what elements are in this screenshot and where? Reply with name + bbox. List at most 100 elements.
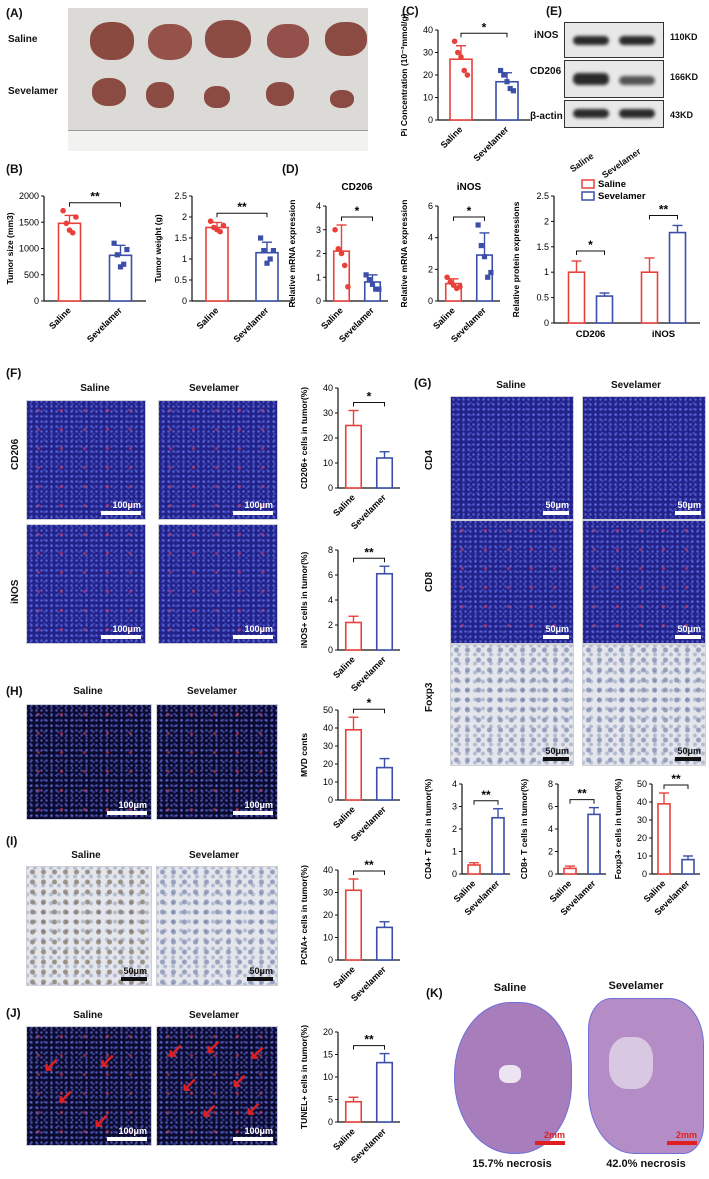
- y-tick-label: 0: [544, 318, 549, 328]
- bar-saline: [344, 1100, 363, 1123]
- y-tick-label: 15: [323, 1050, 333, 1060]
- data-point: [457, 283, 463, 290]
- data-point: [504, 79, 510, 85]
- tumor-sevelamer-2: [146, 82, 174, 108]
- y-tick-label: 0: [328, 955, 333, 965]
- data-point: [485, 274, 491, 280]
- x-tick-label: Saline: [331, 964, 357, 990]
- micrograph-g-sevelamer-cd4: 50μm: [582, 396, 706, 520]
- y-tick-label: 10: [323, 777, 333, 787]
- scale-bar: 100μm: [101, 624, 141, 639]
- significance-mark: *: [482, 20, 487, 34]
- y-tick-label: 0: [428, 115, 433, 125]
- data-point: [345, 283, 351, 290]
- data-point: [444, 274, 450, 281]
- kd-cd206: 166KD: [670, 72, 699, 82]
- data-point: [217, 228, 223, 235]
- y-tick-label: 20: [323, 433, 333, 443]
- g-row-label-cd4: CD4: [424, 449, 435, 470]
- significance-bracket: [663, 784, 689, 789]
- data-point: [461, 67, 467, 74]
- h-header-sevelamer: Sevelamer: [186, 686, 238, 697]
- k-header-saline: Saline: [493, 982, 527, 994]
- x-tick-label: Saline: [331, 492, 357, 518]
- tumor-sevelamer-5: [330, 90, 354, 108]
- data-point: [488, 269, 494, 276]
- data-point: [338, 250, 345, 257]
- micrograph-f-sevelamer-inos: 100μm: [158, 524, 278, 644]
- significance-mark: **: [364, 545, 374, 559]
- data-point: [458, 54, 464, 60]
- significance-bracket: [341, 216, 373, 221]
- h-header-saline: Saline: [73, 686, 103, 697]
- significance-mark: *: [467, 204, 472, 218]
- x-tick-label: CD206: [576, 329, 606, 340]
- y-axis-label: CD4+ T cells in tumor(%): [423, 779, 433, 880]
- panel-i-label: (I): [6, 834, 18, 848]
- necrosis-saline: 15.7% necrosis: [472, 1158, 552, 1170]
- y-tick-label: 0: [328, 795, 333, 805]
- micrograph-i-saline: 50μm: [26, 866, 152, 986]
- tissue-section-saline: 2mm: [454, 1002, 572, 1154]
- bar-saline-inos: [640, 271, 659, 324]
- y-axis-label: CD8+ T cells in tumor(%): [519, 779, 529, 880]
- scale-bar: 50μm: [675, 746, 701, 761]
- y-axis-label: Tumor size (mm3): [5, 212, 15, 284]
- y-tick-label: 2: [548, 847, 553, 857]
- data-point: [369, 281, 376, 287]
- significance-mark: *: [367, 696, 372, 710]
- significance-mark: **: [364, 858, 374, 872]
- significance-mark: **: [237, 200, 247, 214]
- data-point: [373, 286, 379, 292]
- y-tick-label: 0.5: [174, 275, 187, 285]
- chart-c: 0 10 20 30 40 Pi Concentration (10⁻³mmol/g) Sa…: [399, 13, 530, 163]
- y-tick-label: 40: [323, 383, 333, 393]
- data-point: [267, 256, 273, 262]
- scale-bar: 50μm: [675, 624, 701, 639]
- chart-b2: 0 0.5 1 1.5 2 2.5 Tumor weight (g) Saline Sevela…: [153, 191, 292, 344]
- y-tick-label: 2: [428, 264, 433, 274]
- y-tick-label: 3: [452, 802, 457, 812]
- tumor-saline-3: [205, 20, 251, 58]
- panel-b-label: (B): [6, 162, 23, 176]
- data-point: [270, 248, 276, 254]
- tumor-sevelamer-4: [266, 82, 294, 106]
- bar-saline-cd206: [567, 271, 586, 324]
- bar-saline: [467, 864, 481, 875]
- y-tick-label: 20: [423, 70, 433, 80]
- photo-label-sevelamer: Sevelamer: [8, 86, 59, 97]
- x-tick-label: Saline: [431, 305, 457, 331]
- significance-bracket: [649, 214, 678, 220]
- tumor-sevelamer-1: [92, 78, 126, 106]
- bar-saline: [57, 222, 82, 302]
- micrograph-j-sevelamer: ↙ ↙ ↙ ↙ ↙ ↙ ↙ 100μm: [156, 1026, 278, 1146]
- y-tick-label: 2: [328, 620, 333, 630]
- blot-xlabel-sevelamer: Sevelamer: [600, 146, 643, 181]
- micrograph-f-sevelamer-cd206: 100μm: [158, 400, 278, 520]
- data-point: [258, 235, 264, 241]
- bar-saline: [344, 889, 363, 961]
- f-header-sevelamer: Sevelamer: [188, 383, 240, 394]
- micrograph-i-sevelamer: 50μm: [156, 866, 278, 986]
- bar-sevelamer: [375, 766, 394, 801]
- y-tick-label: 0: [548, 869, 553, 879]
- y-tick-label: 30: [423, 48, 433, 58]
- kd-inos: 110KD: [670, 32, 698, 42]
- scale-bar: 100μm: [101, 500, 141, 515]
- x-tick-label: Saline: [319, 305, 345, 331]
- x-tick-label: Saline: [195, 305, 221, 331]
- i-header-sevelamer: Sevelamer: [188, 850, 240, 861]
- data-point: [60, 207, 66, 214]
- y-axis-label: Relative mRNA expression: [399, 200, 409, 308]
- y-tick-label: 40: [637, 797, 647, 807]
- bar-sevelamer: [495, 80, 519, 121]
- y-tick-label: 10: [637, 851, 647, 861]
- y-tick-label: 0: [34, 296, 39, 306]
- significance-bracket: [576, 250, 605, 256]
- bar-sevelamer: [587, 813, 601, 875]
- y-tick-label: 4: [316, 201, 321, 211]
- tumor-saline-4: [267, 24, 309, 58]
- y-tick-label: 6: [428, 201, 433, 211]
- j-header-saline: Saline: [73, 1010, 103, 1021]
